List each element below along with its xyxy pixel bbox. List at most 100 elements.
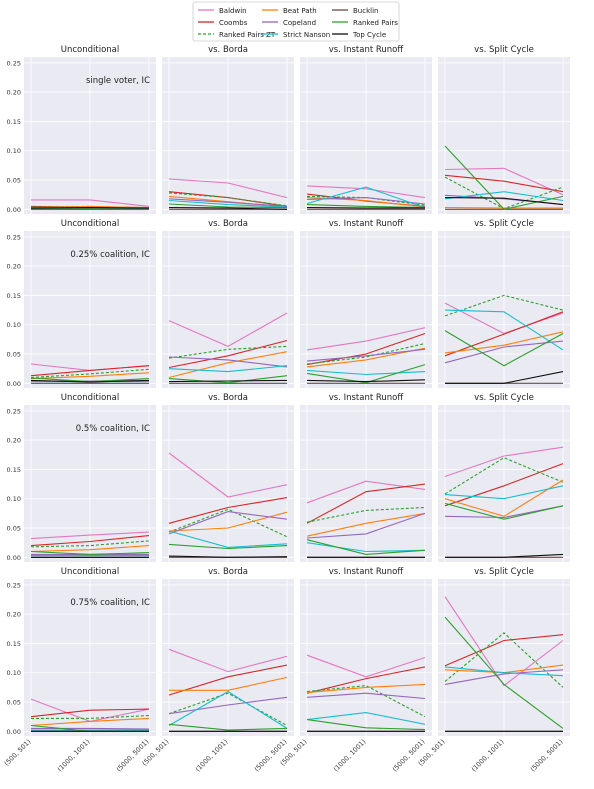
series-line-beat-path: [444, 207, 563, 209]
legend-label: Copeland: [283, 19, 316, 27]
y-tick-label: 0.10: [7, 321, 21, 329]
panel: 0.00 0.05 0.10 0.15 0.20 0.25 Unconditional sin…: [7, 45, 156, 214]
series-line-coombs: [444, 463, 564, 507]
y-tick-label: 0.05: [7, 525, 21, 533]
series-line-strict-nanson: [168, 365, 288, 373]
series-line-ranked-pairs-zt: [306, 506, 426, 523]
series-line-coombs: [30, 365, 150, 377]
series-line-baldwin: [30, 531, 150, 540]
series-line-strict-nanson: [168, 199, 288, 208]
y-tick-label: 0.10: [7, 669, 21, 677]
legend-label: Ranked Pairs ZT: [219, 31, 276, 39]
series-line-copeland: [306, 197, 426, 205]
series-line-copeland: [444, 505, 564, 519]
series-line-copeland: [444, 340, 564, 364]
series-line-baldwin: [444, 302, 564, 335]
series-line-copeland: [168, 696, 288, 715]
y-tick-label: 0.20: [7, 437, 21, 445]
series-line-top-cycle: [445, 553, 564, 558]
series-line-coombs: [168, 497, 288, 524]
series-line-strict-nanson: [306, 186, 426, 209]
series-line-copeland: [306, 348, 426, 362]
series-line-strict-nanson: [444, 309, 564, 351]
panel: 0.00 0.05 0.10 0.15 0.20 0.25 Unconditional 0.7…: [3, 567, 156, 773]
series-line-ranked-pairs: [444, 502, 564, 520]
y-tick-label: 0.00: [7, 728, 21, 736]
series-line-top-cycle: [306, 379, 426, 383]
series-line-top-cycle: [444, 197, 564, 206]
series-line-ranked-pairs-zt: [168, 508, 288, 538]
series-line-strict-nanson: [444, 191, 564, 202]
series-line-strict-nanson: [168, 530, 288, 548]
y-tick-label: 0.10: [7, 495, 21, 503]
panel: vs. Instant Runoff: [300, 45, 432, 214]
series-line-top-cycle: [445, 371, 564, 384]
series-line-ranked-pairs: [168, 203, 288, 209]
series-line-ranked-pairs-zt: [168, 692, 288, 726]
series-line-beat-path: [444, 331, 564, 354]
series-line-beat-path: [444, 479, 564, 517]
x-tick-label: (5000, 5001): [391, 738, 427, 774]
series-line-ranked-pairs: [168, 375, 288, 384]
series-line-coombs: [444, 311, 564, 357]
series-line-baldwin: [306, 654, 426, 678]
series-line-strict-nanson: [168, 690, 288, 729]
panel: vs. Borda: [162, 219, 294, 388]
series-line-coombs: [306, 483, 426, 524]
y-tick-label: 0.05: [7, 177, 21, 185]
x-tick-label: (500, 501): [3, 738, 33, 768]
x-tick-label: (5000, 5001): [529, 738, 565, 774]
panel: vs. Split Cycle: [438, 219, 570, 388]
series-line-ranked-pairs: [444, 330, 564, 367]
series-line-beat-path: [30, 717, 150, 727]
legend-label: Strict Nanson: [283, 31, 330, 39]
series-line-ranked-pairs: [444, 616, 564, 729]
x-tick-label: (1000, 1001): [470, 738, 506, 774]
series-line-strict-nanson: [306, 712, 426, 725]
panel-title-vs-instant-runoff: vs. Instant Runoff: [329, 219, 405, 229]
series-line-ranked-pairs-zt: [444, 294, 564, 317]
y-tick-label: 0.20: [7, 89, 21, 97]
panel-title-vs-borda: vs. Borda: [208, 219, 248, 229]
panel: vs. Instant Runoff: [300, 219, 432, 388]
x-tick-label: (5000, 5001): [115, 738, 151, 774]
legend-label: Coombs: [219, 19, 248, 27]
panel: vs. Split Cycle: [438, 45, 570, 214]
series-line-top-cycle: [168, 207, 288, 210]
series-line-beat-path: [30, 205, 150, 209]
y-tick-label: 0.25: [7, 59, 21, 67]
series-line-top-cycle: [30, 379, 150, 383]
series-line-beat-path: [306, 512, 426, 537]
series-line-ranked-pairs: [168, 543, 288, 550]
panel: 0.00 0.05 0.10 0.15 0.20 0.25 Unconditional 0.2…: [7, 219, 156, 388]
series-line-baldwin: [444, 167, 564, 196]
panel-grid: 0.00 0.05 0.10 0.15 0.20 0.25 Unconditional sin…: [3, 45, 570, 773]
series-line-top-cycle: [306, 207, 425, 209]
panel-title-vs-split-cycle: vs. Split Cycle: [474, 393, 534, 403]
y-tick-label: 0.10: [7, 147, 21, 155]
series-line-strict-nanson: [306, 369, 426, 376]
panel-title-vs-instant-runoff: vs. Instant Runoff: [329, 45, 405, 55]
series-line-coombs: [444, 174, 564, 193]
series-line-beat-path: [306, 347, 426, 368]
series-line-ranked-pairs: [30, 550, 150, 555]
panel: vs. Borda(500, 501) (1000, 1001) (5000, 50…: [141, 567, 294, 773]
series-line-coombs: [444, 634, 564, 667]
series-line-beat-path: [168, 351, 288, 379]
series-line-baldwin: [444, 596, 564, 687]
series-line-copeland: [168, 198, 288, 207]
series-line-baldwin: [444, 446, 564, 478]
panel-title-vs-split-cycle: vs. Split Cycle: [474, 219, 534, 229]
series-line-ranked-pairs-zt: [444, 457, 564, 495]
series-line-copeland: [306, 692, 426, 700]
series-line-beat-path: [169, 676, 288, 691]
series-line-top-cycle: [168, 555, 288, 558]
y-tick-label: 0.20: [7, 263, 21, 271]
panel-title-unconditional: Unconditional: [61, 45, 119, 55]
series-line-strict-nanson: [306, 542, 426, 553]
row-annotation: 0.75% coalition, IC: [70, 598, 150, 608]
x-tick-label: (1000, 1001): [332, 738, 368, 774]
y-tick-label: 0.05: [7, 351, 21, 359]
x-tick-label: (1000, 1001): [194, 738, 230, 774]
